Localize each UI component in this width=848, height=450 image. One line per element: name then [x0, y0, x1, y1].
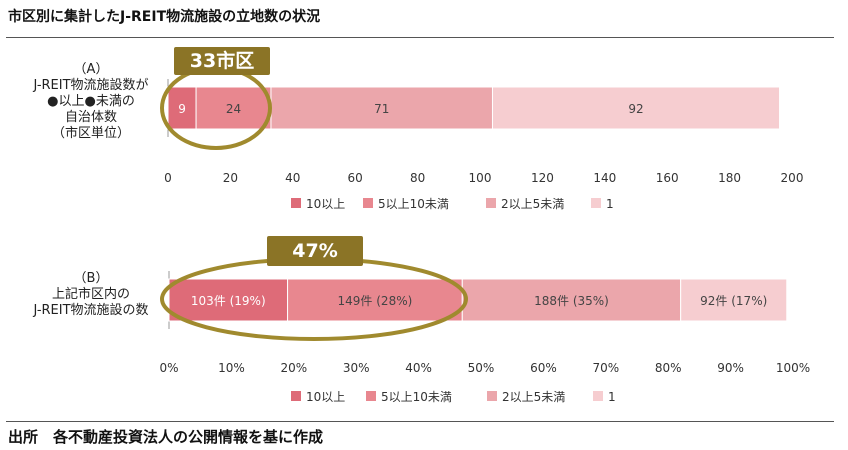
- chart-b-tick-label: 40%: [405, 361, 432, 375]
- chart-a-bar-segment: [491, 86, 781, 130]
- chart-b-tick-label: 70%: [592, 361, 619, 375]
- chart-a-bar-segment: [195, 86, 272, 130]
- chart-b-legend-label: 2以上5未満: [502, 390, 565, 404]
- source-note: 出所 各不動産投資法人の公開情報を基に作成: [8, 428, 324, 446]
- chart-a-data-label: 9: [178, 102, 186, 116]
- chart-a-category-label: （A） J-REIT物流施設数が ●以上●未満の 自治体数 （市区単位）: [16, 62, 166, 142]
- chart-a-legend-label: 5以上10未満: [378, 197, 449, 211]
- chart-a-label-line: 自治体数: [64, 110, 117, 125]
- chart-a-tick-label: 120: [531, 171, 554, 185]
- chart-b-highlight-badge: 47%: [267, 236, 363, 266]
- chart-b-tick-label: 20%: [280, 361, 307, 375]
- chart-a-tick-label: 140: [593, 171, 616, 185]
- chart-b-tick-label: 30%: [343, 361, 370, 375]
- chart-a-data-label: 24: [226, 102, 241, 116]
- chart-a-tick-label: 40: [285, 171, 300, 185]
- chart-b-tick-label: 90%: [717, 361, 744, 375]
- chart-a-tick-label: 0: [164, 171, 172, 185]
- chart-a-legend-swatch: [291, 198, 301, 208]
- chart-a-data-label: 92: [628, 102, 643, 116]
- chart-title: 市区別に集計したJ-REIT物流施設の立地数の状況: [8, 9, 321, 25]
- chart-a-label-line: （市区単位）: [51, 126, 130, 141]
- chart-b-data-label: 103件 (19%): [191, 294, 266, 308]
- chart-a-label-line: J-REIT物流施設数が: [33, 78, 149, 93]
- chart-b-tick-label: 10%: [218, 361, 245, 375]
- chart-a-bar-segment: [270, 86, 493, 130]
- chart-a-legend-label: 1: [606, 197, 614, 211]
- chart-b-tick-label: 60%: [530, 361, 557, 375]
- chart-a-tick-label: 60: [348, 171, 363, 185]
- chart-b-bar-segment: [168, 278, 289, 322]
- chart-a-legend-label: 10以上: [306, 197, 345, 211]
- chart-a-legend-swatch: [591, 198, 601, 208]
- chart-b-tick-label: 80%: [655, 361, 682, 375]
- chart-a-tick-label: 180: [718, 171, 741, 185]
- chart-a-highlight-badge: 33市区: [174, 47, 270, 75]
- chart-b-label-line: J-REIT物流施設の数: [33, 303, 149, 318]
- chart-a-label-line: （A）: [73, 62, 109, 77]
- chart-a-label-line: ●以上●未満の: [47, 94, 135, 109]
- chart-b-tick-label: 0%: [159, 361, 178, 375]
- chart-b-legend-swatch: [593, 391, 603, 401]
- chart-a-tick-label: 100: [469, 171, 492, 185]
- chart-b-label-line: 上記市区内の: [51, 287, 130, 302]
- chart-b-data-label: 188件 (35%): [534, 294, 609, 308]
- chart-b-legend-label: 10以上: [306, 390, 345, 404]
- chart-b-legend-label: 1: [608, 390, 616, 404]
- chart-b-bar-segment: [287, 278, 463, 322]
- source-divider: [6, 421, 834, 422]
- title-divider: [6, 37, 834, 38]
- chart-b-data-label: 92件 (17%): [700, 294, 767, 308]
- chart-b-bar-segment: [680, 278, 788, 322]
- chart-a-tick-label: 160: [656, 171, 679, 185]
- chart-b-data-label: 149件 (28%): [338, 294, 413, 308]
- chart-a-tick-label: 200: [781, 171, 804, 185]
- chart-b-bar-segment: [461, 278, 682, 322]
- chart-a-bar-segment: [167, 86, 197, 130]
- chart-a-legend-swatch: [486, 198, 496, 208]
- chart-a-legend-label: 2以上5未満: [501, 197, 564, 211]
- chart-b-legend-swatch: [366, 391, 376, 401]
- chart-a-legend-swatch: [363, 198, 373, 208]
- chart-b-legend-label: 5以上10未満: [381, 390, 452, 404]
- chart-b-legend-swatch: [487, 391, 497, 401]
- chart-b-tick-label: 100%: [776, 361, 810, 375]
- chart-a-tick-label: 20: [223, 171, 238, 185]
- chart-b-label-line: （B）: [73, 271, 109, 286]
- chart-a-tick-label: 80: [410, 171, 425, 185]
- chart-b-category-label: （B） 上記市区内の J-REIT物流施設の数: [16, 271, 166, 319]
- chart-b-tick-label: 50%: [468, 361, 495, 375]
- chart-a-data-label: 71: [374, 102, 389, 116]
- chart-b-legend-swatch: [291, 391, 301, 401]
